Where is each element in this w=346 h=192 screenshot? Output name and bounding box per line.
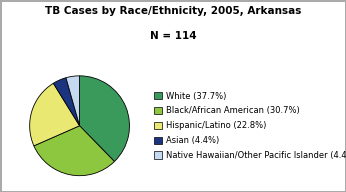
Text: N = 114: N = 114 xyxy=(150,31,196,41)
Wedge shape xyxy=(34,126,115,176)
Wedge shape xyxy=(53,78,80,126)
Text: TB Cases by Race/Ethnicity, 2005, Arkansas: TB Cases by Race/Ethnicity, 2005, Arkans… xyxy=(45,6,301,16)
Wedge shape xyxy=(80,76,129,161)
Wedge shape xyxy=(30,83,80,146)
Wedge shape xyxy=(66,76,80,126)
Legend: White (37.7%), Black/African American (30.7%), Hispanic/Latino (22.8%), Asian (4: White (37.7%), Black/African American (3… xyxy=(152,90,346,162)
